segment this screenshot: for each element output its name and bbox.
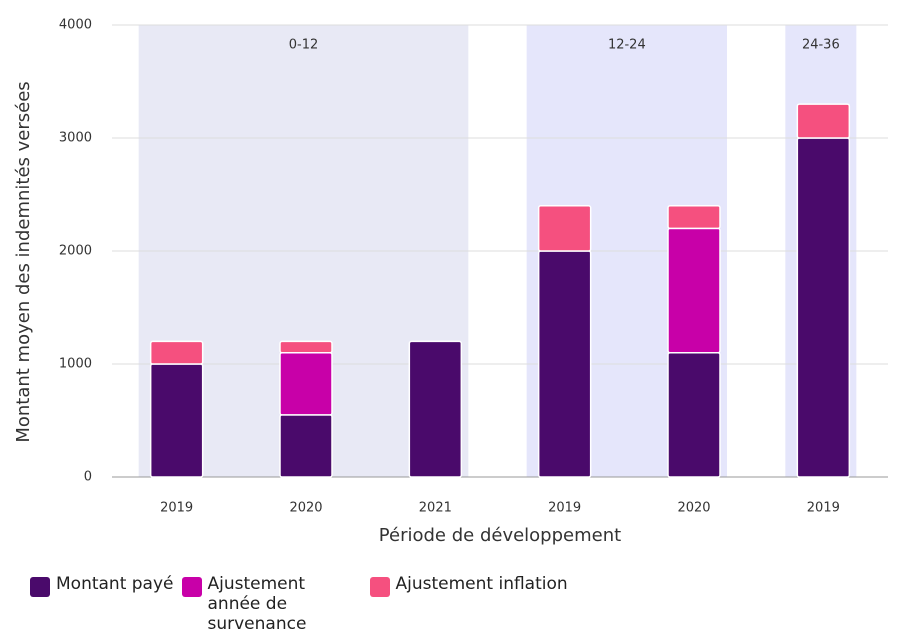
y-axis-title: Montant moyen des indemnités versées — [13, 81, 34, 442]
y-tick-label: 0 — [84, 470, 92, 485]
x-tick-label: 2020 — [289, 501, 322, 516]
bar-segment — [667, 227, 721, 354]
legend-item: Ajustement inflation — [369, 574, 568, 634]
x-tick-label: 2019 — [548, 501, 581, 516]
group-label: 12-24 — [608, 38, 646, 53]
legend-label: Ajustement inflation — [395, 574, 568, 594]
y-tick-label: 1000 — [59, 357, 92, 372]
bar-segment — [149, 363, 204, 478]
bar-segment — [279, 340, 333, 354]
y-tick-label: 4000 — [59, 18, 92, 33]
bar-segment — [537, 205, 592, 252]
x-tick-label: 2021 — [419, 501, 452, 516]
bar-segment — [149, 340, 204, 365]
legend-item: Ajustement année de survenance — [181, 574, 362, 634]
group-label: 0-12 — [289, 38, 319, 53]
chart: Période de développement Montant moyen d… — [13, 18, 888, 546]
bar-segment — [408, 340, 463, 478]
legend-swatch — [369, 577, 390, 597]
bar-segment — [279, 414, 333, 478]
bar-segment — [796, 137, 851, 478]
legend-swatch — [30, 577, 50, 597]
group-label: 24-36 — [802, 38, 840, 53]
bar-segment — [667, 205, 721, 230]
legend-label: Ajustement année de survenance — [207, 574, 307, 634]
legend-label: Montant payé — [56, 574, 174, 594]
bar-segment — [279, 351, 333, 416]
legend-item: Montant payé — [30, 574, 174, 634]
x-tick-label: 2020 — [677, 501, 710, 516]
bar-segment — [537, 250, 592, 478]
legend: Montant payé Ajustement année de survenan… — [30, 574, 568, 634]
x-tick-label: 2019 — [160, 501, 193, 516]
y-tick-label: 2000 — [59, 244, 92, 259]
x-tick-label: 2019 — [807, 501, 840, 516]
y-tick-label: 3000 — [59, 131, 92, 146]
x-axis-title: Période de développement — [379, 525, 621, 546]
legend-swatch — [181, 577, 202, 597]
bar-segment — [796, 103, 851, 139]
bar-segment — [667, 351, 721, 478]
